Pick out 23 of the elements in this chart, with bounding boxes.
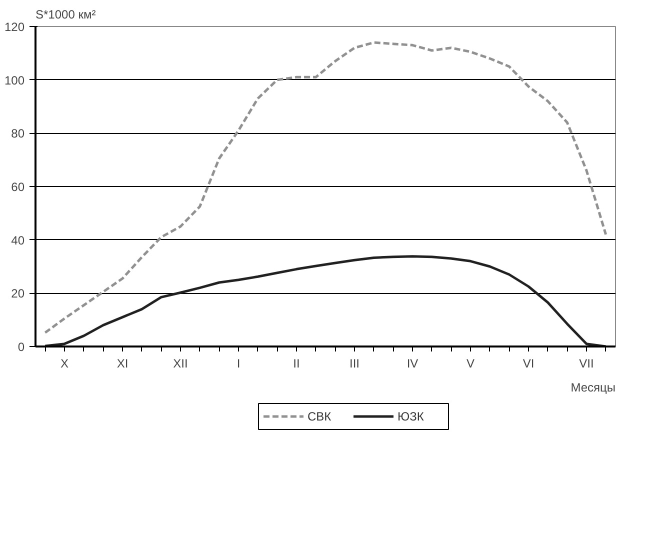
x-tick-label: V xyxy=(466,356,475,370)
line-series xyxy=(44,41,608,334)
x-tick-label: VI xyxy=(522,356,534,370)
y-tick-label: 60 xyxy=(11,180,25,194)
y-tick-label: 40 xyxy=(11,233,25,248)
y-tick-label: 0 xyxy=(18,340,25,354)
x-tick-label: XII xyxy=(173,356,188,370)
y-axis-title: S*1000 км² xyxy=(36,8,96,22)
y-tick-label: 20 xyxy=(11,286,25,301)
legend-label: СВК xyxy=(308,410,332,424)
x-tick-label: XI xyxy=(116,356,128,370)
x-axis-title: Месяцы xyxy=(570,380,616,394)
y-tick-label: 100 xyxy=(4,73,25,88)
x-tick-label: IV xyxy=(406,356,418,370)
x-tick-label: III xyxy=(350,356,360,370)
x-tick-label: X xyxy=(60,356,69,370)
legend-label: ЮЗК xyxy=(398,410,424,424)
x-tick-label: I xyxy=(236,356,240,370)
y-tick-label: 80 xyxy=(11,126,25,141)
line-series xyxy=(44,255,608,346)
x-tick-label: II xyxy=(293,356,300,370)
y-tick-label: 120 xyxy=(4,20,25,34)
x-tick-label: VII xyxy=(579,356,594,370)
